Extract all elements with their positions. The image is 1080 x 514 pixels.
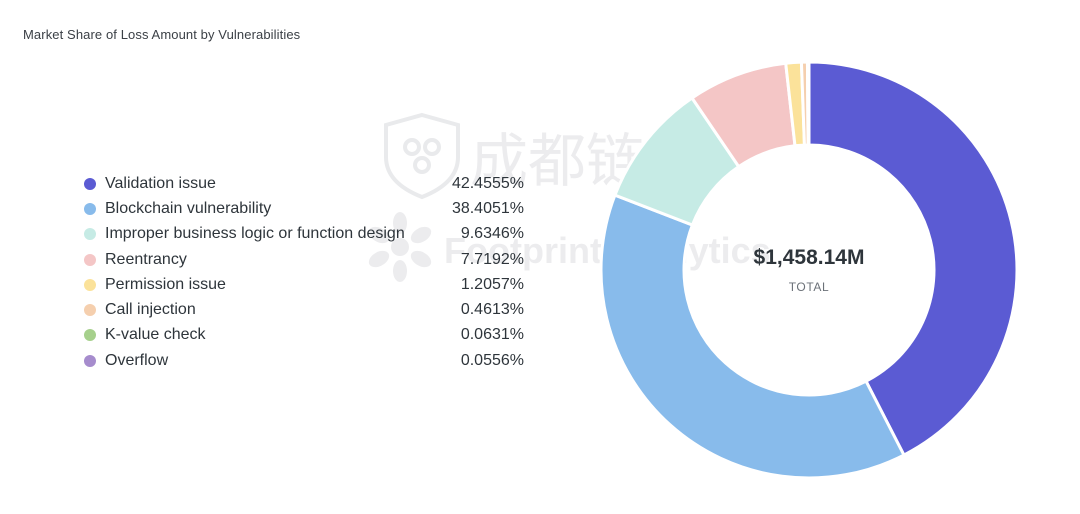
legend-dot [84, 278, 96, 291]
legend-dot [84, 202, 96, 215]
legend-item-validation-issue[interactable]: Validation issue 42.4555% [84, 171, 524, 196]
legend-value: 7.7192% [460, 250, 524, 268]
legend-value: 0.4613% [460, 301, 524, 319]
legend-value: 42.4555% [451, 174, 524, 192]
legend-label: Blockchain vulnerability [105, 199, 272, 217]
total-label: TOTAL [788, 280, 830, 294]
legend-dot [84, 253, 96, 266]
legend-label: Improper business logic or function desi… [105, 225, 405, 243]
legend-label: Call injection [105, 301, 196, 319]
legend-dot [84, 329, 96, 342]
legend-value: 9.6346% [460, 225, 524, 243]
legend-dot [84, 177, 96, 190]
legend-label: Overflow [105, 351, 169, 369]
legend-item-improper-business-logic[interactable]: Improper business logic or function desi… [84, 222, 524, 247]
legend-dot [84, 304, 96, 317]
legend-item-call-injection[interactable]: Call injection 0.4613% [84, 297, 524, 322]
legend-item-permission-issue[interactable]: Permission issue 1.2057% [84, 272, 524, 297]
legend-value: 1.2057% [460, 275, 524, 293]
legend-item-k-value-check[interactable]: K-value check 0.0631% [84, 323, 524, 348]
legend-label: Permission issue [105, 275, 226, 293]
legend-item-blockchain-vulnerability[interactable]: Blockchain vulnerability 38.4051% [84, 196, 524, 221]
legend-item-reentrancy[interactable]: Reentrancy 7.7192% [84, 247, 524, 272]
legend-value: 0.0556% [460, 351, 524, 369]
total-value: $1,458.14M [753, 246, 865, 269]
legend-label: Reentrancy [105, 250, 187, 268]
legend-value: 38.4051% [451, 199, 524, 217]
legend-value: 0.0631% [460, 326, 524, 344]
donut-slice-overflow[interactable] [806, 60, 811, 147]
chart-title: Market Share of Loss Amount by Vulnerabi… [23, 27, 301, 42]
donut-slice-blockchain-vulnerability[interactable] [599, 193, 906, 480]
legend-label: K-value check [105, 326, 206, 344]
legend-item-overflow[interactable]: Overflow 0.0556% [84, 348, 524, 373]
legend-dot [84, 228, 96, 241]
legend-dot [84, 354, 96, 367]
legend: Validation issue 42.4555% Blockchain vul… [84, 171, 524, 373]
donut-slice-validation-issue[interactable] [807, 60, 1019, 458]
legend-label: Validation issue [105, 174, 216, 192]
